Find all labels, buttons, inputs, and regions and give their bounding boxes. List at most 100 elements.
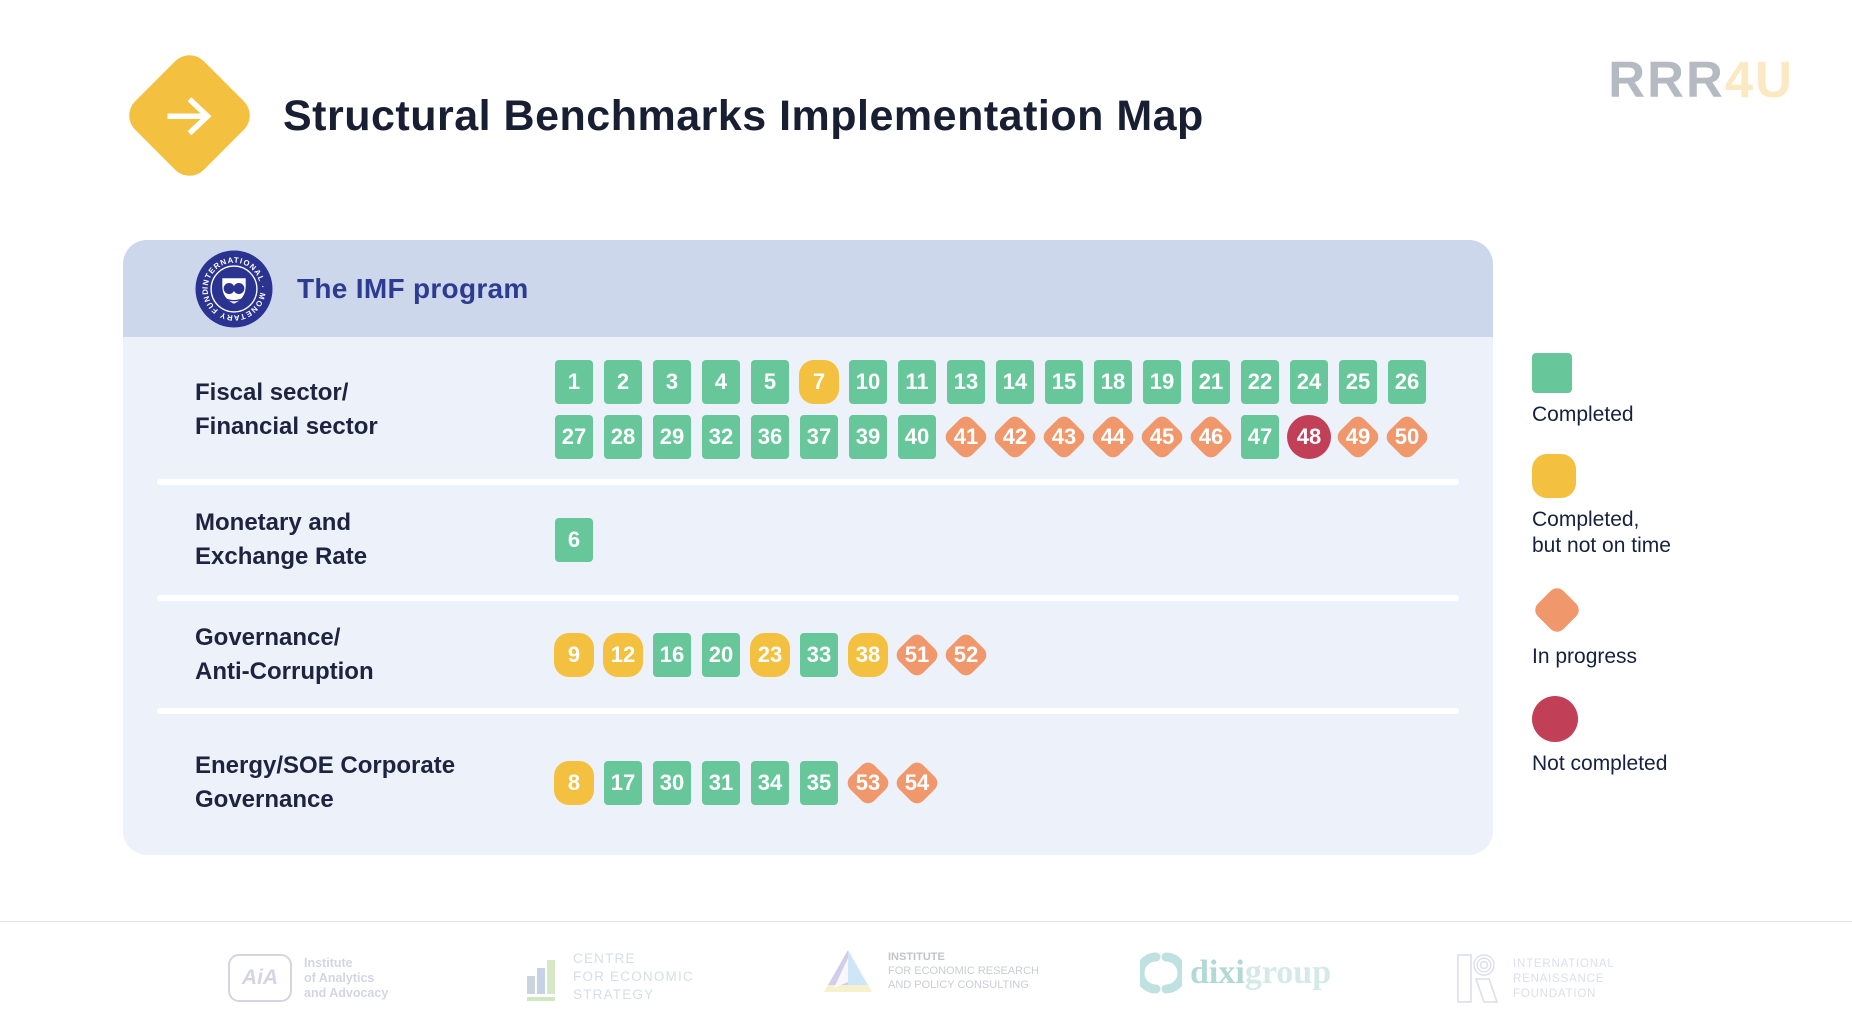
benchmark-32: 32 — [702, 415, 740, 459]
status-shape — [702, 632, 740, 677]
status-shape — [1045, 360, 1083, 404]
status-shape — [603, 632, 643, 677]
page-title: Structural Benchmarks Implementation Map — [283, 92, 1204, 140]
benchmark-48: 48 — [1287, 415, 1331, 459]
benchmark-10: 10 — [849, 360, 887, 404]
benchmark-16: 16 — [653, 632, 691, 677]
logo-dixi-group: dixigroup — [1140, 952, 1331, 994]
status-shape — [800, 632, 838, 677]
legend-shape-completed — [1532, 353, 1572, 393]
benchmark-15: 15 — [1045, 360, 1083, 404]
benchmark-27: 27 — [555, 415, 593, 459]
benchmark-30: 30 — [653, 760, 691, 805]
benchmark-row: Monetary and Exchange Rate 6 — [123, 479, 1493, 598]
benchmark-49: 49 — [1333, 412, 1383, 462]
status-shape — [947, 360, 985, 404]
status-shape — [653, 360, 691, 404]
benchmark-17: 17 — [604, 760, 642, 805]
ier-text-line: INSTITUTE — [888, 951, 945, 963]
logo-international-renaissance-foundation: INTERNATIONAL RENAISSANCE FOUNDATION — [1455, 952, 1615, 1006]
benchmark-rows: Fiscal sector/Financial sector 1 2 3 4 5 7 10 11… — [123, 337, 1493, 854]
benchmark-24: 24 — [1290, 360, 1328, 404]
status-shape — [554, 760, 594, 805]
benchmark-4: 4 — [702, 360, 740, 404]
right-arrow-icon — [163, 93, 217, 139]
benchmark-3: 3 — [653, 360, 691, 404]
arrow-diamond-icon — [120, 46, 259, 185]
benchmark-34: 34 — [751, 760, 789, 805]
row-label: Monetary and Exchange Rate — [195, 509, 368, 570]
status-shape — [555, 360, 593, 404]
status-shape — [702, 760, 740, 805]
legend-shape-not_completed — [1532, 696, 1578, 742]
panel-header: INTERNATIONAL · MONETARY FUND · The IMF … — [123, 240, 1493, 337]
status-shape — [799, 360, 839, 404]
brand-accent-text: 4U — [1724, 51, 1794, 108]
aia-text-line: and Advocacy — [304, 985, 389, 1000]
benchmark-29: 29 — [653, 415, 691, 459]
status-shape — [1094, 360, 1132, 404]
benchmark-2: 2 — [604, 360, 642, 404]
benchmark-6: 6 — [555, 518, 593, 562]
status-shape — [604, 760, 642, 805]
benchmark-11: 11 — [898, 360, 936, 404]
benchmark-20: 20 — [702, 632, 740, 677]
aia-logo-icon: AiA — [228, 954, 292, 1002]
benchmark-38: 38 — [848, 632, 888, 677]
panel-title: The IMF program — [297, 272, 529, 304]
group-text: group — [1244, 954, 1332, 991]
benchmark-26: 26 — [1388, 360, 1426, 404]
status-shape — [554, 632, 594, 677]
legend-label: Completed, but not on time — [1532, 508, 1671, 557]
imf-logo-icon: INTERNATIONAL · MONETARY FUND · — [195, 250, 273, 328]
benchmark-39: 39 — [849, 415, 887, 459]
benchmark-23: 23 — [750, 632, 790, 677]
status-shape — [849, 360, 887, 404]
benchmark-36: 36 — [751, 415, 789, 459]
row-label: Fiscal sector/Financial sector — [195, 378, 378, 440]
benchmark-33: 33 — [800, 632, 838, 677]
status-shape — [1388, 360, 1426, 404]
legend-item-not_completed: Not completed — [1532, 696, 1671, 777]
status-shape — [1241, 415, 1279, 459]
bar-chart-icon — [527, 960, 555, 1001]
benchmark-53: 53 — [843, 758, 893, 807]
benchmark-12: 12 — [603, 632, 643, 677]
legend-label: Completed — [1532, 403, 1634, 426]
status-shape — [848, 632, 888, 677]
status-shape — [604, 415, 642, 459]
benchmark-22: 22 — [1241, 360, 1279, 404]
ces-text-line: CENTRE — [573, 951, 636, 966]
status-shape — [751, 360, 789, 404]
benchmark-14: 14 — [996, 360, 1034, 404]
footer-divider — [0, 921, 1852, 922]
status-shape — [653, 760, 691, 805]
legend-item-late: Completed, but not on time — [1532, 454, 1671, 559]
row-label: Governance/Anti-Corruption — [195, 623, 374, 685]
benchmark-43: 43 — [1039, 412, 1089, 462]
legend-shape-late — [1532, 454, 1576, 498]
status-shape — [996, 360, 1034, 404]
status-shape — [1290, 360, 1328, 404]
status-shape — [1192, 360, 1230, 404]
logo-institute-economic-research: INSTITUTE FOR ECONOMIC RESEARCH AND POLI… — [822, 948, 1039, 994]
benchmark-35: 35 — [800, 760, 838, 805]
irf-text-line: FOUNDATION — [1513, 987, 1597, 1000]
benchmark-25: 25 — [1339, 360, 1377, 404]
triangle-icon — [824, 950, 872, 992]
status-shape — [1287, 415, 1331, 459]
legend-item-completed: Completed — [1532, 353, 1671, 428]
brand-logo: RRR4U — [1608, 50, 1794, 109]
benchmark-row: Fiscal sector/Financial sector 1 2 3 4 5 7 10 11… — [123, 337, 1493, 482]
irf-text-line: INTERNATIONAL — [1513, 957, 1615, 970]
benchmark-41: 41 — [941, 412, 991, 462]
status-shape — [653, 632, 691, 677]
benchmark-row: Governance/Anti-Corruption 9 12 16 20 23 33 38 5… — [123, 595, 1493, 711]
row-label: Energy/SOE Corporate Governance — [195, 751, 456, 813]
benchmark-row: Energy/SOE Corporate Governance 8 17 30 31 34 3… — [123, 708, 1493, 854]
status-shape — [1339, 360, 1377, 404]
logo-institute-of-analytics: AiA Institute of Analytics and Advocacy — [228, 954, 388, 1002]
status-shape — [800, 415, 838, 459]
status-shape — [1143, 360, 1181, 404]
status-shape — [898, 415, 936, 459]
